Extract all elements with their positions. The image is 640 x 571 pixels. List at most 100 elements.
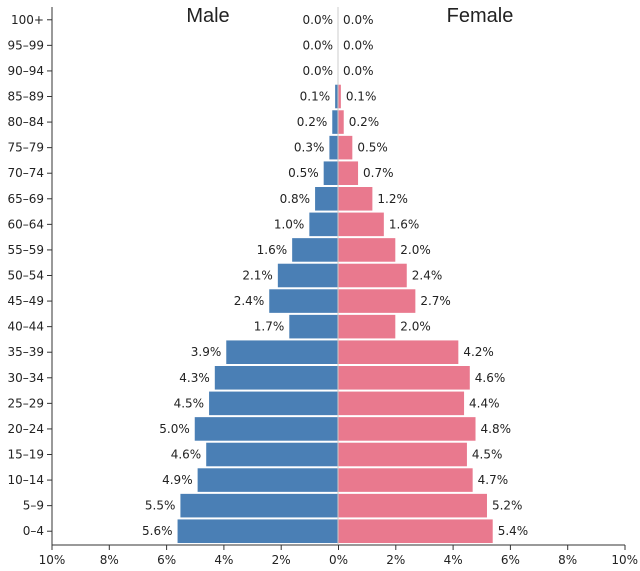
female-bar xyxy=(338,289,416,313)
female-value-label: 0.2% xyxy=(349,115,380,129)
age-group-label: 95–99 xyxy=(7,38,44,52)
male-value-label: 5.0% xyxy=(159,422,190,436)
male-value-label: 0.5% xyxy=(288,166,319,180)
female-value-label: 0.1% xyxy=(346,90,377,104)
age-group-label: 10–14 xyxy=(7,473,44,487)
age-group-label: 5–9 xyxy=(23,499,44,513)
female-value-label: 4.2% xyxy=(463,345,494,359)
age-group-label: 85–89 xyxy=(7,90,44,104)
female-value-label: 0.0% xyxy=(343,64,374,78)
axes: 10% 8% 6% 4% 2% 0% 2% 4% 6% 8% 10% xyxy=(39,7,638,567)
x-tick-label: 2% xyxy=(272,553,291,567)
female-value-label: 0.7% xyxy=(363,166,394,180)
male-bar xyxy=(323,161,338,185)
female-title: Female xyxy=(447,5,514,27)
male-value-label: 0.0% xyxy=(303,13,334,27)
female-bar xyxy=(338,340,459,364)
male-bar xyxy=(197,468,338,492)
age-group-label: 15–19 xyxy=(7,448,44,462)
female-value-label: 4.8% xyxy=(481,422,512,436)
male-value-label: 1.6% xyxy=(257,243,288,257)
female-series xyxy=(338,84,493,543)
male-value-label: 0.2% xyxy=(297,115,328,129)
male-series xyxy=(177,84,338,543)
female-value-label: 2.0% xyxy=(400,320,431,334)
age-group-label: 30–34 xyxy=(7,371,44,385)
female-bar xyxy=(338,161,359,185)
x-tick-label: 10% xyxy=(611,553,638,567)
x-tick-label: 10% xyxy=(39,553,66,567)
male-bar xyxy=(194,417,338,441)
female-bar xyxy=(338,84,341,109)
x-tick-label: 8% xyxy=(100,553,119,567)
female-value-label: 0.5% xyxy=(357,141,388,155)
age-group-label: 40–44 xyxy=(7,320,44,334)
male-value-label: 0.0% xyxy=(303,64,334,78)
female-bar xyxy=(338,468,473,492)
age-group-label: 80–84 xyxy=(7,115,44,129)
age-group-label: 55–59 xyxy=(7,243,44,257)
age-group-label: 25–29 xyxy=(7,396,44,410)
age-group-label: 20–24 xyxy=(7,422,44,436)
age-group-label: 100+ xyxy=(11,13,44,27)
female-bar xyxy=(338,519,493,543)
age-group-label: 65–69 xyxy=(7,192,44,206)
female-bar xyxy=(338,314,396,339)
male-bar xyxy=(315,187,338,211)
male-bar xyxy=(209,391,338,416)
male-value-label: 4.5% xyxy=(174,396,205,410)
female-value-label: 2.4% xyxy=(412,269,443,283)
x-tick-label: 6% xyxy=(501,553,520,567)
age-group-label: 35–39 xyxy=(7,345,44,359)
male-bar xyxy=(226,340,338,364)
male-value-label: 4.3% xyxy=(179,371,210,385)
age-group-label: 0–4 xyxy=(23,524,44,538)
male-value-label: 2.1% xyxy=(242,269,273,283)
male-value-label: 5.5% xyxy=(145,499,176,513)
male-value-label: 5.6% xyxy=(142,524,173,538)
age-group-label: 90–94 xyxy=(7,64,44,78)
male-bar xyxy=(214,366,338,390)
female-bar xyxy=(338,263,407,288)
female-bar xyxy=(338,442,467,467)
female-value-label: 5.4% xyxy=(498,524,528,538)
female-bar xyxy=(338,238,396,262)
male-bar xyxy=(289,314,338,339)
male-value-label: 0.0% xyxy=(303,38,334,52)
female-bar xyxy=(338,135,353,160)
age-group-label: 75–79 xyxy=(7,141,44,155)
female-value-label: 2.0% xyxy=(400,243,431,257)
male-bar xyxy=(206,442,338,467)
x-tick-label: 6% xyxy=(157,553,176,567)
male-bar xyxy=(332,110,338,134)
male-value-label: 0.8% xyxy=(280,192,311,206)
female-value-label: 1.6% xyxy=(389,217,420,231)
male-value-label: 0.3% xyxy=(294,141,325,155)
female-bar xyxy=(338,493,487,518)
x-tick-label: 4% xyxy=(214,553,233,567)
age-group-label: 50–54 xyxy=(7,269,44,283)
female-value-label: 2.7% xyxy=(420,294,451,308)
female-value-label: 4.5% xyxy=(472,448,503,462)
female-bar xyxy=(338,366,470,390)
x-tick-label: 2% xyxy=(386,553,405,567)
male-value-label: 0.1% xyxy=(300,90,331,104)
age-group-labels: 100+ 95–99 90–94 85–89 80–84 75–79 70–74 65–69 6… xyxy=(7,13,44,538)
male-value-label: 4.9% xyxy=(162,473,193,487)
value-labels: 0.0% 0.0% 0.0% 0.0% 0.0% 0.0% 0.1% 0.1% 0.2% 0.2%… xyxy=(142,13,528,538)
age-group-label: 70–74 xyxy=(7,166,44,180)
male-bar xyxy=(309,212,338,237)
male-bar xyxy=(177,519,338,543)
female-bar xyxy=(338,212,384,237)
x-tick-label: 4% xyxy=(444,553,463,567)
male-value-label: 2.4% xyxy=(234,294,265,308)
male-bar xyxy=(277,263,338,288)
female-value-label: 4.7% xyxy=(478,473,509,487)
male-value-label: 1.0% xyxy=(274,217,305,231)
female-value-label: 5.2% xyxy=(492,499,522,513)
male-value-label: 4.6% xyxy=(171,448,202,462)
female-value-label: 4.6% xyxy=(475,371,506,385)
female-bar xyxy=(338,417,476,441)
female-bar xyxy=(338,391,465,416)
